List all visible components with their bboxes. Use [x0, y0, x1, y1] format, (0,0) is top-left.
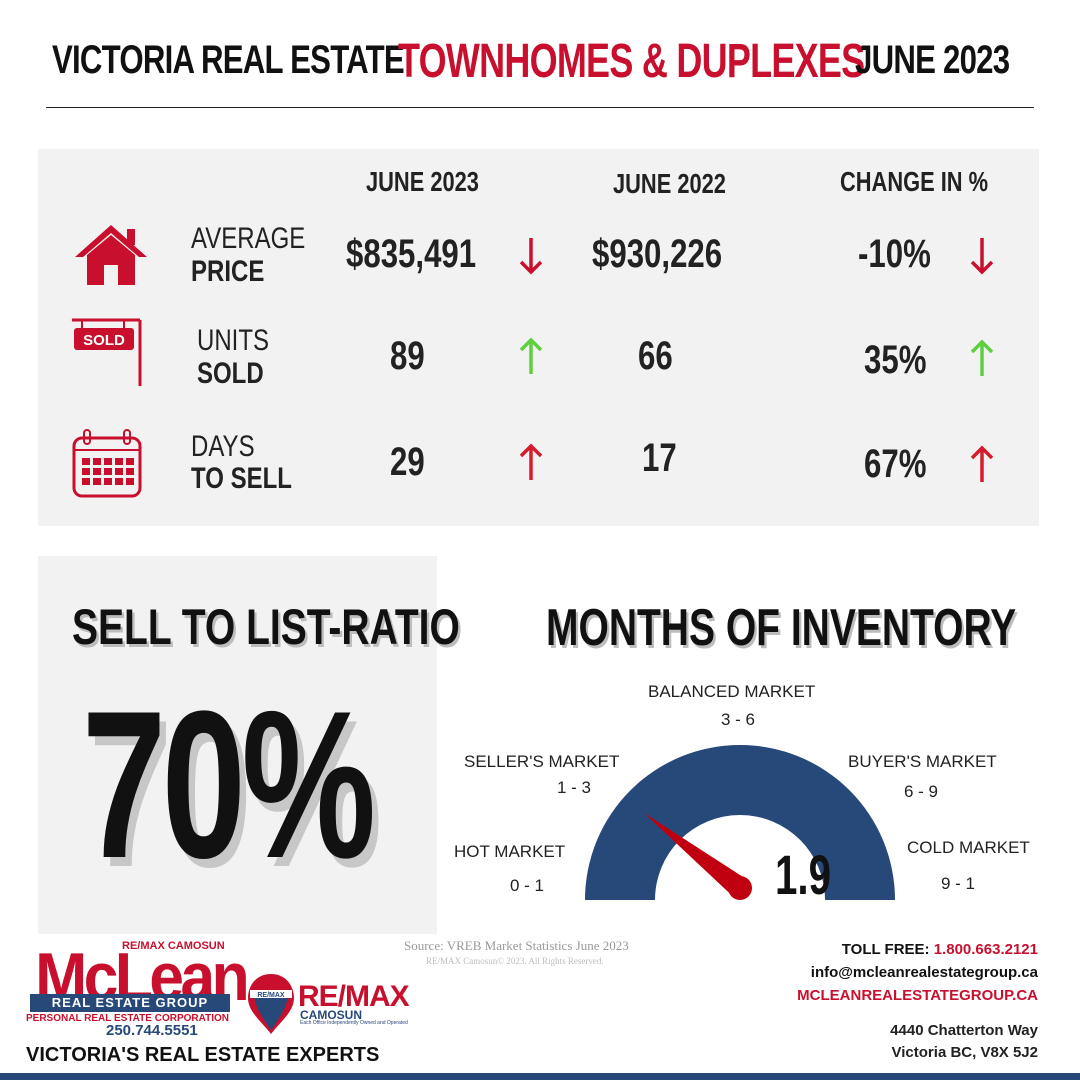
- arrow-down-icon: [519, 238, 543, 275]
- header-period: JUNE 2023: [855, 38, 1010, 82]
- inventory-value: 1.9: [775, 843, 832, 906]
- arrow-up-icon: [519, 443, 543, 480]
- tagline: VICTORIA'S REAL ESTATE EXPERTS: [26, 1044, 380, 1066]
- buyer-market-label: BUYER'S MARKET: [848, 752, 997, 771]
- hot-market-range: 0 - 1: [510, 876, 545, 895]
- previous-value: 17: [642, 436, 677, 480]
- office-phone: 250.744.5551: [106, 1022, 198, 1039]
- address-line-1: 4440 Chatterton Way: [890, 1022, 1038, 1039]
- stats-panel: [38, 149, 1039, 526]
- real-estate-group-bar: REAL ESTATE GROUP: [30, 994, 230, 1012]
- buyer-market-range: 6 - 9: [904, 782, 939, 801]
- sell-to-list-value: 70%: [82, 667, 376, 902]
- source-note: Source: VREB Market Statistics June 2023: [404, 938, 629, 953]
- remax-disclaimer: Each Office Independently Owned and Oper…: [300, 1020, 408, 1026]
- change-value: -10%: [858, 232, 931, 276]
- sold-sign-icon: SOLD: [72, 318, 142, 386]
- row-label-top: UNITS: [197, 324, 269, 357]
- gauge-needle: [643, 812, 747, 897]
- current-value: $835,491: [346, 232, 477, 276]
- hot-market-label: HOT MARKET: [454, 842, 566, 861]
- gauge-arc: [585, 745, 895, 900]
- remax-balloon-text: RE/MAX: [257, 992, 285, 999]
- sold-sign-text: SOLD: [83, 332, 125, 349]
- balanced-market-range: 3 - 6: [721, 710, 756, 729]
- header-divider: [46, 107, 1034, 108]
- corporation-text: PERSONAL REAL ESTATE CORPORATION: [26, 1013, 229, 1024]
- footer-bar: [0, 1073, 1080, 1080]
- row-label-bottom: TO SELL: [191, 462, 292, 495]
- remax-wordmark: RE/MAX: [298, 980, 410, 1013]
- balanced-market-label: BALANCED MARKET: [648, 682, 816, 701]
- sell-to-list-title: SELL TO LIST-RATIO: [72, 599, 460, 655]
- cold-market-range: 9 - 1: [941, 874, 976, 893]
- cold-market-label: COLD MARKET: [907, 838, 1030, 857]
- row-label-bottom: SOLD: [197, 357, 264, 390]
- toll-free-number[interactable]: 1.800.663.2121: [933, 941, 1038, 958]
- row-label-top: DAYS: [191, 430, 255, 463]
- arrow-up-icon: [970, 339, 994, 376]
- header-title: VICTORIA REAL ESTATE: [52, 38, 405, 82]
- change-value: 35%: [864, 338, 927, 382]
- sell-to-list-panel: [38, 556, 437, 934]
- calendar-icon: [72, 429, 142, 498]
- seller-market-range: 1 - 3: [557, 778, 592, 797]
- email-link[interactable]: info@mcleanrealestategroup.ca: [810, 964, 1038, 981]
- arrow-up-icon: [970, 445, 994, 482]
- previous-value: $930,226: [592, 232, 723, 276]
- arrow-up-icon: [519, 337, 543, 374]
- remax-office-name: CAMOSUN: [300, 1008, 362, 1022]
- seller-market-label: SELLER'S MARKET: [464, 752, 620, 771]
- row-label-bottom: PRICE: [191, 255, 265, 288]
- house-icon: [75, 225, 147, 285]
- toll-free-label: TOLL FREE:: [841, 941, 930, 958]
- copyright-note: RE/MAX Camosun© 2023. All Rights Reserve…: [426, 956, 604, 966]
- arrow-down-icon: [970, 238, 994, 275]
- gauge-hub: [728, 876, 752, 900]
- column-header-previous: JUNE 2022: [613, 168, 726, 199]
- current-value: 29: [390, 440, 425, 484]
- website-link[interactable]: MCLEANREALESTATEGROUP.CA: [797, 987, 1038, 1004]
- current-value: 89: [390, 334, 425, 378]
- inventory-gauge: [585, 745, 895, 900]
- address-line-2: Victoria BC, V8X 5J2: [891, 1044, 1038, 1061]
- previous-value: 66: [638, 334, 673, 378]
- remax-balloon-icon: RE/MAX: [248, 974, 294, 1034]
- header-category: TOWNHOMES & DUPLEXES: [398, 35, 865, 88]
- row-label-top: AVERAGE: [191, 222, 306, 255]
- change-value: 67%: [864, 442, 927, 486]
- toll-free-line: TOLL FREE: 1.800.663.2121: [842, 941, 1038, 958]
- column-header-current: JUNE 2023: [366, 166, 479, 197]
- mclean-remax-camosun-text: RE/MAX CAMOSUN: [122, 940, 225, 952]
- inventory-title: MONTHS OF INVENTORY: [546, 599, 1017, 657]
- column-header-change: CHANGE IN %: [840, 166, 989, 197]
